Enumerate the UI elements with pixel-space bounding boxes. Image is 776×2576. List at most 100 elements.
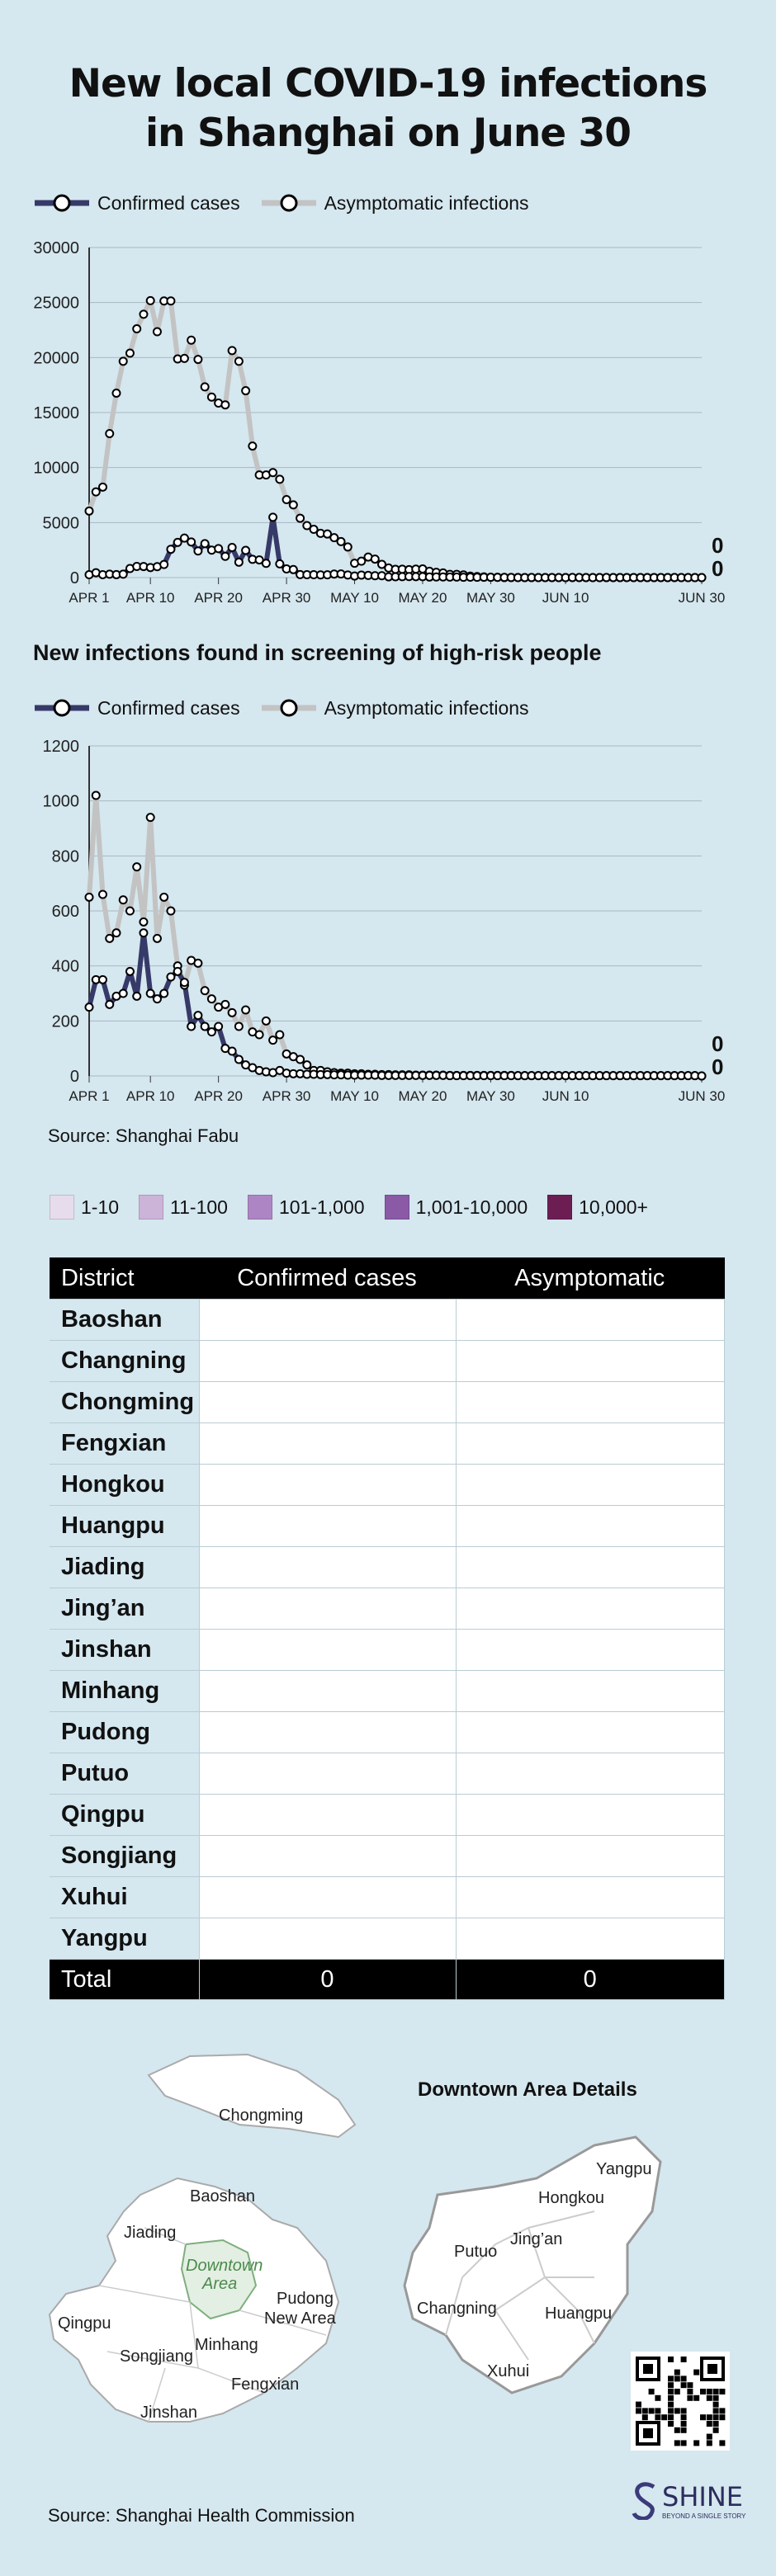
confirmed-cell: [198, 1464, 457, 1506]
y-tick-label: 0: [70, 1068, 79, 1086]
qr-module: [687, 2394, 693, 2401]
end-value-label: 0: [712, 556, 723, 581]
asymptomatic-point: [152, 327, 162, 337]
district-name: Jiading: [50, 1546, 200, 1588]
confirmed-point: [241, 545, 251, 555]
asymptomatic-point: [296, 513, 305, 523]
asymptomatic-point: [220, 999, 230, 1009]
qr-module: [680, 2382, 687, 2389]
confirmed-point: [227, 1046, 237, 1056]
qr-module: [655, 2408, 661, 2414]
qr-module: [680, 2357, 687, 2362]
district-name: Yangpu: [50, 1918, 200, 1960]
asymptomatic-point: [302, 1060, 312, 1070]
confirmed-cell: [198, 1670, 457, 1712]
table-row: Jinshan: [50, 1629, 725, 1671]
qr-module: [680, 2421, 687, 2427]
confirmed-point: [288, 564, 298, 574]
asymptomatic-point: [84, 506, 94, 516]
confirmed-cell: [198, 1299, 457, 1341]
asymptomatic-point: [323, 529, 333, 539]
detail-map-label: Yangpu: [596, 2160, 651, 2178]
table-header-row: District Confirmed cases Asymptomatic: [50, 1257, 725, 1300]
confirmed-point: [159, 559, 169, 569]
district-name: Fengxian: [50, 1422, 200, 1465]
confirmed-point: [132, 991, 142, 1001]
asymptomatic-point: [206, 392, 216, 402]
x-tick-label: APR 20: [194, 590, 243, 606]
x-tick-label: MAY 30: [466, 1088, 515, 1104]
y-tick-label: 5000: [43, 514, 80, 532]
asymptomatic-cell: [455, 1299, 725, 1341]
x-tick-label: APR 30: [263, 590, 311, 606]
district-name: Chongming: [50, 1381, 200, 1423]
y-tick-label: 1000: [43, 793, 80, 811]
scale-item: 1,001-10,000: [384, 1195, 528, 1220]
qr-module: [719, 2408, 726, 2414]
district-name: Huangpu: [50, 1505, 200, 1547]
asymptomatic-point: [220, 400, 230, 410]
qr-module: [712, 2394, 719, 2401]
qr-module: [636, 2408, 641, 2414]
confirmed-point: [118, 569, 128, 579]
table-row: Xuhui: [50, 1876, 725, 1918]
legend2-confirmed-swatch: [35, 699, 89, 717]
asymptomatic-line: [87, 793, 703, 1078]
legend2-confirmed-label: Confirmed cases: [97, 696, 240, 719]
asymptomatic-point: [132, 324, 142, 334]
chart-title-line2: in Shanghai on June 30: [145, 111, 632, 156]
qr-module: [668, 2389, 674, 2394]
table-row: Huangpu: [50, 1505, 725, 1547]
legend-asymptomatic: Asymptomatic infections: [260, 186, 529, 219]
chongming-island: [147, 2053, 357, 2139]
total-asymptomatic: 0: [455, 1959, 725, 2000]
end-value-label: 0: [712, 533, 723, 558]
x-tick-label: APR 1: [69, 590, 109, 606]
y-tick-label: 1200: [43, 738, 80, 756]
asymptomatic-point: [241, 386, 251, 396]
asymptomatic-point: [145, 295, 155, 305]
district-table: District Confirmed cases Asymptomatic Ba…: [50, 1257, 725, 2000]
confirmed-point: [200, 539, 210, 549]
qr-code[interactable]: [631, 2352, 730, 2451]
district-name: Jing’an: [50, 1588, 200, 1630]
asymptomatic-point: [139, 309, 149, 319]
confirmed-point: [206, 1027, 216, 1037]
asymptomatic-cell: [455, 1546, 725, 1588]
asymptomatic-cell: [455, 1381, 725, 1423]
x-tick-label: JUN 30: [679, 1088, 726, 1104]
legend2-asymptomatic-label: Asymptomatic infections: [324, 696, 529, 719]
qr-module: [648, 2389, 655, 2394]
confirmed-cell: [198, 1381, 457, 1423]
header-confirmed: Confirmed cases: [199, 1257, 456, 1300]
asymptomatic-point: [166, 296, 176, 306]
confirmed-cell: [198, 1340, 457, 1382]
asymptomatic-point: [370, 554, 380, 564]
confirmed-point: [84, 1003, 94, 1012]
qr-module: [712, 2421, 719, 2427]
asymptomatic-point: [145, 813, 155, 823]
scale-swatch: [50, 1195, 74, 1220]
qr-module: [706, 2389, 712, 2394]
confirmed-point: [187, 537, 196, 547]
qr-module: [641, 2414, 648, 2421]
qr-module: [661, 2414, 668, 2421]
confirmed-point: [173, 537, 182, 547]
district-name: Jinshan: [50, 1629, 200, 1671]
confirmed-point: [697, 1071, 707, 1081]
confirmed-point: [220, 551, 230, 561]
qr-module: [674, 2408, 680, 2414]
qr-module: [706, 2433, 712, 2440]
confirmed-point: [97, 974, 107, 984]
asymptomatic-point: [111, 388, 121, 398]
asymptomatic-cell: [455, 1422, 725, 1465]
detail-map-label: Xuhui: [487, 2362, 529, 2380]
qr-module: [668, 2394, 674, 2401]
y-tick-label: 600: [52, 903, 79, 921]
scale-swatch: [547, 1195, 573, 1220]
table-row: Hongkou: [50, 1464, 725, 1506]
header-district: District: [50, 1257, 199, 1300]
asymptomatic-point: [91, 487, 101, 497]
asymptomatic-point: [118, 895, 128, 905]
qr-module: [693, 2440, 700, 2446]
